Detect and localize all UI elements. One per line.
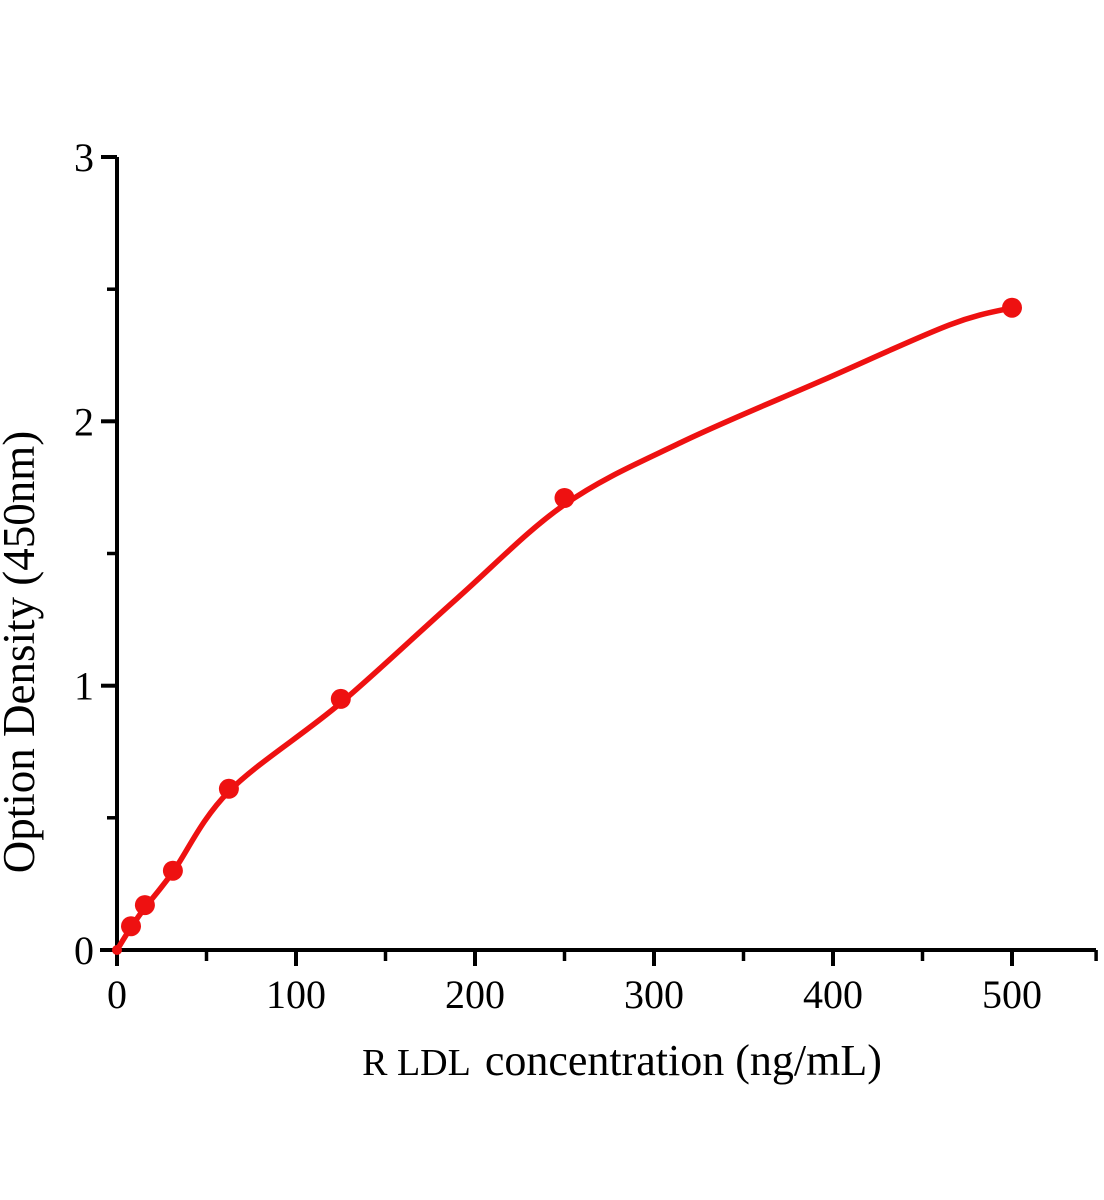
axis-ticks [101, 155, 1098, 966]
x-axis-title: R LDL concentration (ng/mL) [362, 1036, 882, 1085]
y-tick-label: 2 [74, 399, 94, 444]
x-tick-label: 400 [803, 972, 863, 1017]
y-tick-label: 3 [74, 135, 94, 180]
x-tick-label: 500 [982, 972, 1042, 1017]
x-axis-title-rest: concentration (ng/mL) [485, 1036, 882, 1085]
x-tick-label: 100 [266, 972, 326, 1017]
data-point [162, 860, 183, 881]
y-tick-label: 1 [74, 664, 94, 709]
data-point [330, 688, 351, 709]
x-tick-label: 300 [624, 972, 684, 1017]
x-tick-label: 0 [107, 972, 127, 1017]
data-point [554, 488, 575, 508]
fit-curve [114, 304, 1015, 953]
data-point [218, 778, 239, 799]
data-point [121, 916, 141, 937]
axis-tick-labels: 0 100 200 300 400 500 0 1 2 3 [74, 135, 1042, 1017]
data-points [112, 297, 1022, 955]
y-axis-title: Option Density (450nm) [0, 431, 44, 873]
x-axis-title-prefix: R LDL [362, 1042, 471, 1084]
x-tick-label: 200 [445, 972, 505, 1017]
y-tick-label: 0 [74, 928, 94, 973]
origin-marker [112, 945, 122, 955]
data-point [1002, 297, 1022, 318]
axes [100, 157, 1096, 966]
data-point [134, 895, 155, 916]
